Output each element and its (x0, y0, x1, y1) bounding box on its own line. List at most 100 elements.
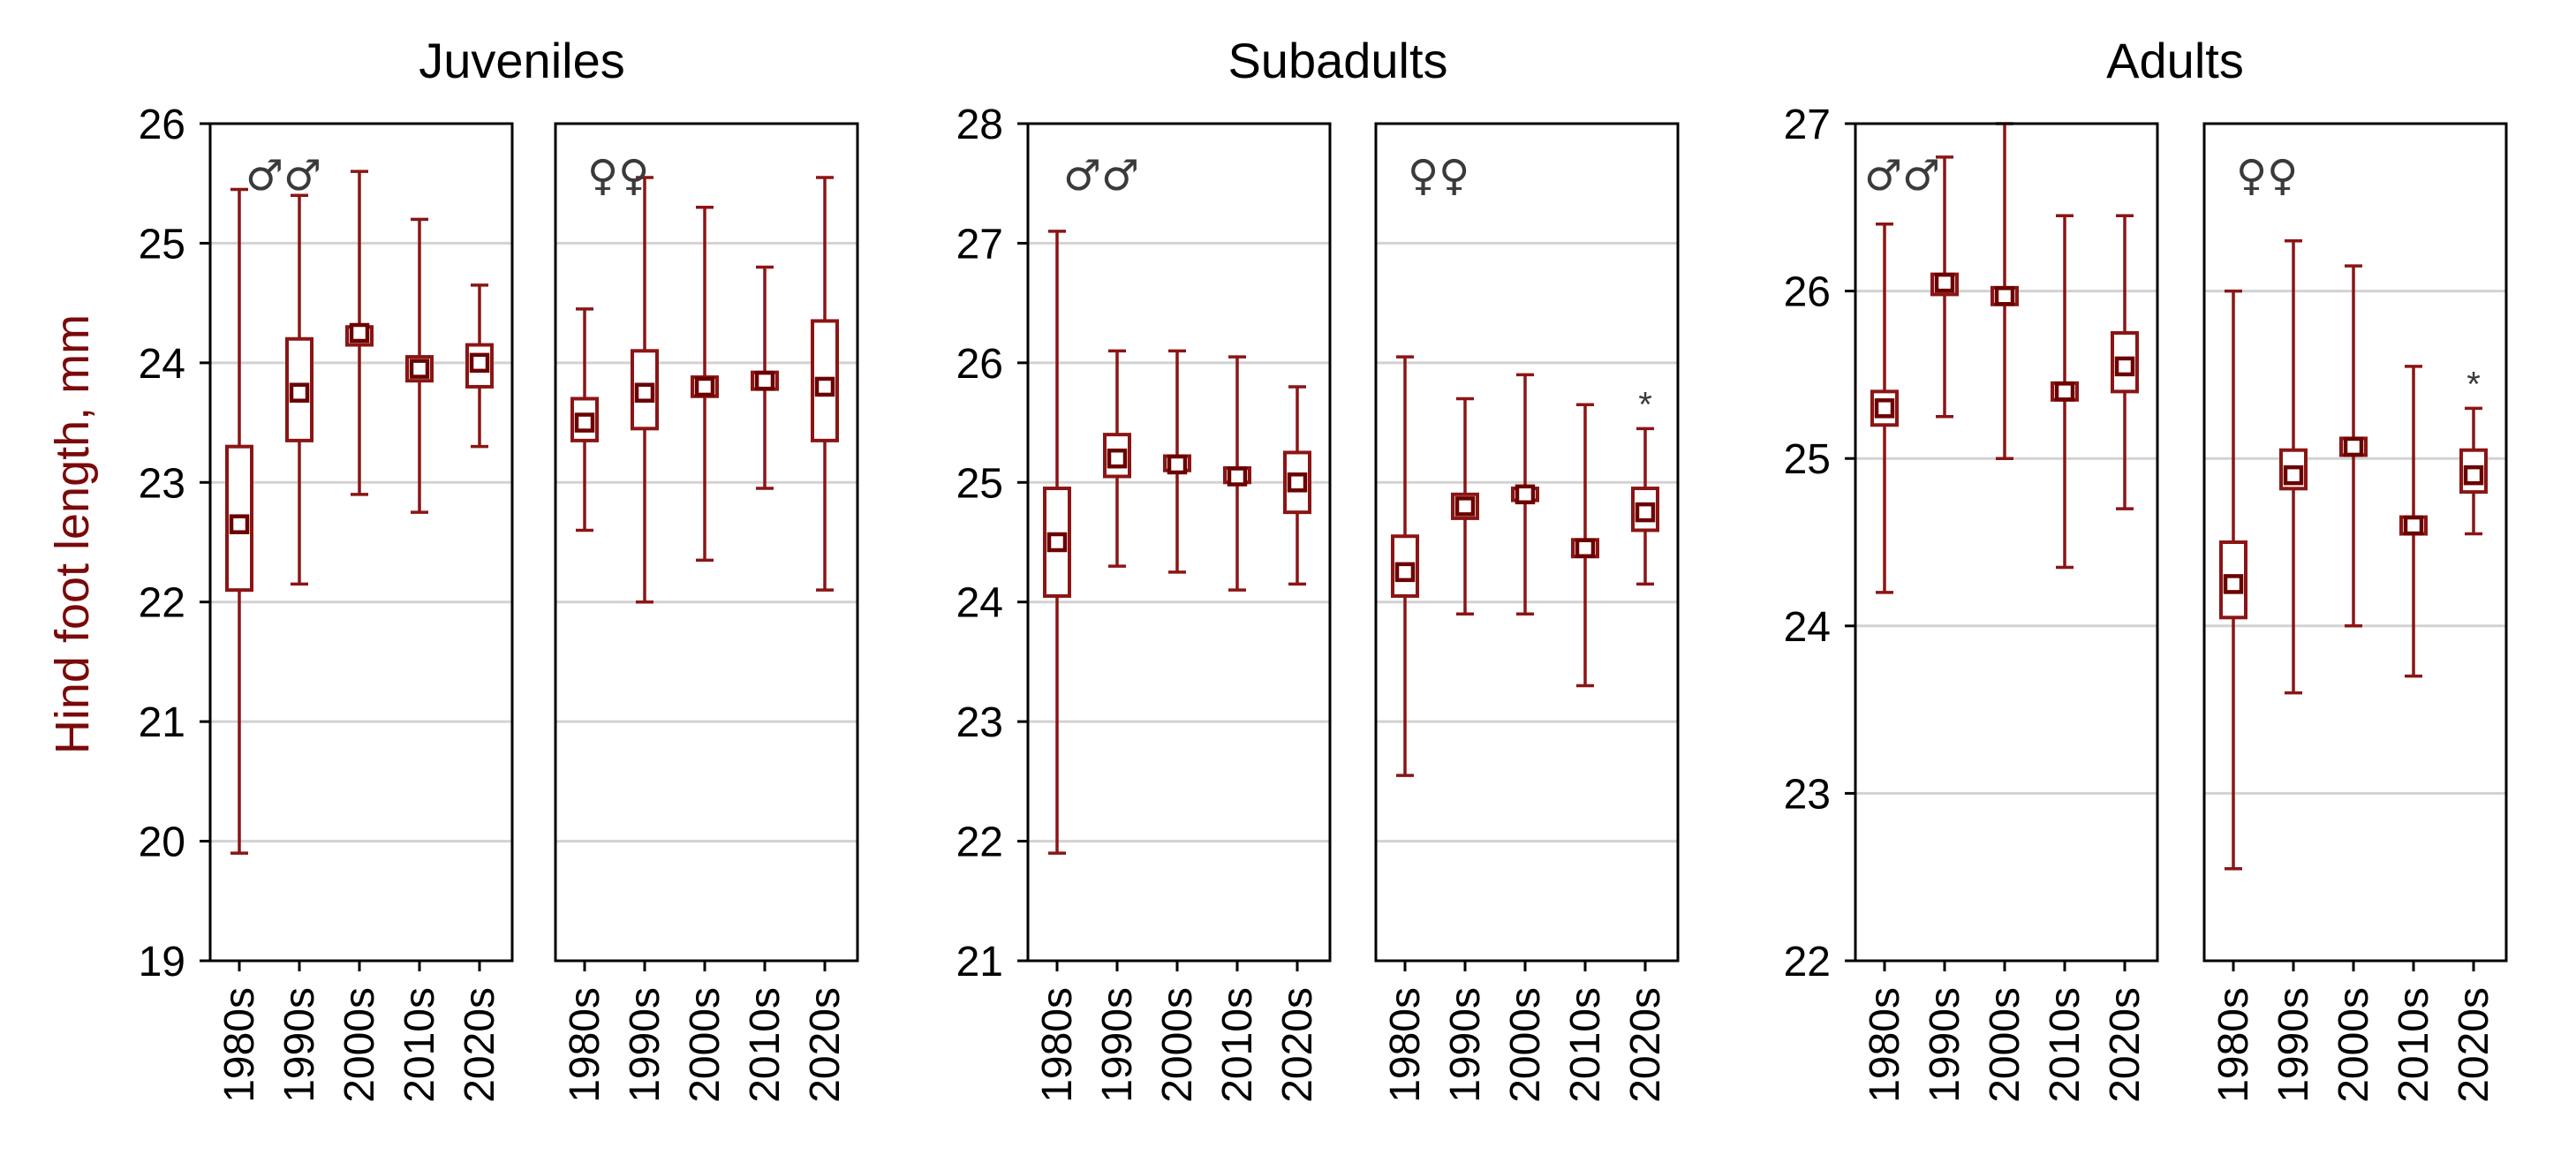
y-tick-label: 25 (956, 460, 1003, 507)
median-marker (1635, 502, 1656, 523)
median-marker (1874, 398, 1895, 419)
x-tick-label: 2010s (1562, 987, 1609, 1103)
y-tick-label: 20 (139, 819, 185, 866)
box-item (1571, 403, 1599, 688)
box-item (1391, 355, 1419, 777)
median-marker (634, 382, 655, 403)
box-item (285, 193, 314, 586)
sex-symbol: ♀♀ (587, 151, 649, 200)
y-tick-label: 25 (1784, 436, 1831, 483)
panel-frame (1374, 122, 1680, 963)
x-tick-label: 2020s (2102, 987, 2149, 1103)
y-tick-label: 23 (139, 460, 185, 507)
y-tick-label: 24 (139, 341, 185, 388)
y-tick-label: 27 (1784, 102, 1831, 148)
x-tick-label: 1980s (1034, 987, 1081, 1103)
panel-frame (208, 122, 514, 963)
y-tick-label: 24 (1784, 604, 1831, 651)
panel-frame (554, 122, 859, 963)
box-item (1991, 122, 2019, 460)
box-item (811, 176, 839, 592)
y-tick-label: 25 (139, 221, 185, 268)
box-item (1870, 223, 1899, 594)
box-item (2111, 214, 2139, 510)
box-item (631, 176, 659, 604)
y-tick-label: 26 (956, 341, 1003, 388)
y-tick-label: 26 (1784, 269, 1831, 316)
median-marker (469, 352, 490, 374)
median-marker (289, 382, 310, 403)
median-marker (409, 359, 430, 379)
box-item (2219, 289, 2247, 871)
x-tick-label: 2000s (1982, 987, 2028, 1103)
panel: 1980s 1990s 2000s 2010s 2020s ♀♀ (554, 122, 859, 1103)
y-tick-label: 21 (139, 699, 185, 746)
x-tick-label: 2000s (682, 987, 729, 1103)
y-tick-label: 22 (139, 580, 185, 627)
median-marker (1994, 286, 2015, 306)
sex-symbol: ♂♂ (1864, 151, 1940, 200)
sex-symbol: ♂♂ (1063, 151, 1139, 200)
median-marker (1287, 472, 1308, 493)
panel: 1980s 1990s 2000s 2010s 2020s ♂♂ (200, 122, 514, 1103)
x-tick-label: 2020s (802, 987, 849, 1103)
median-marker (574, 412, 595, 433)
panel-frame (1854, 122, 2159, 963)
median-marker (229, 514, 250, 534)
median-marker (1167, 454, 1188, 475)
box-item (2279, 238, 2308, 695)
median-marker (814, 376, 835, 397)
y-tick-label: 26 (139, 102, 185, 148)
group-title: Subadults (1228, 33, 1447, 88)
y-tick-label: 19 (139, 939, 185, 986)
box-item (751, 265, 779, 490)
median-marker (2223, 574, 2244, 594)
x-tick-label: 2010s (2391, 987, 2437, 1103)
box-item (225, 187, 253, 855)
median-marker (349, 322, 370, 344)
x-tick-label: 1990s (2270, 987, 2317, 1103)
panel: 1980s 1990s 2000s 2010s * 2020s ♀♀ (1374, 122, 1680, 1103)
x-tick-label: 1980s (2210, 987, 2257, 1103)
box-item (2399, 365, 2428, 678)
x-tick-label: 2010s (397, 987, 443, 1103)
box-item (691, 206, 719, 563)
panel: 1980s 1990s 2000s 2010s 2020s ♂♂ (1845, 122, 2159, 1103)
median-marker (2343, 436, 2364, 457)
median-marker (754, 370, 775, 391)
x-tick-label: 2000s (336, 987, 383, 1103)
median-marker (1394, 562, 1416, 583)
panel-frame (2202, 122, 2508, 963)
median-marker (2054, 381, 2075, 402)
x-tick-label: 1990s (276, 987, 323, 1103)
median-marker (1227, 466, 1248, 487)
x-tick-label: 2020s (1274, 987, 1321, 1103)
x-tick-label: 1980s (1382, 987, 1429, 1103)
median-marker (2403, 515, 2424, 536)
x-tick-label: 2000s (2330, 987, 2377, 1103)
box-item: * (2459, 365, 2488, 536)
x-tick-label: 2020s (457, 987, 503, 1103)
median-marker (1934, 272, 1955, 293)
x-tick-label: 1990s (1442, 987, 1489, 1103)
y-tick-label: 27 (956, 221, 1003, 268)
median-marker (1107, 448, 1128, 469)
x-tick-label: 2010s (1214, 987, 1261, 1103)
x-tick-label: 1990s (1094, 987, 1141, 1103)
median-marker (694, 376, 715, 397)
x-tick-label: 1980s (1862, 987, 1908, 1103)
box-item (1283, 385, 1311, 586)
median-marker (1575, 538, 1596, 559)
x-tick-label: 2020s (1622, 987, 1669, 1103)
panel: 1980s 1990s 2000s 2010s 2020s ♂♂ (1017, 122, 1332, 1103)
group-title: Juveniles (419, 33, 624, 88)
x-tick-label: 2000s (1154, 987, 1201, 1103)
y-tick-label: 28 (956, 102, 1003, 148)
significance-asterisk: * (1638, 385, 1652, 424)
median-marker (1515, 484, 1536, 505)
sex-symbol: ♂♂ (246, 151, 321, 200)
median-marker (2283, 464, 2304, 486)
y-axis-label: Hind foot length, mm (46, 314, 99, 754)
y-tick-label: 21 (956, 939, 1003, 986)
